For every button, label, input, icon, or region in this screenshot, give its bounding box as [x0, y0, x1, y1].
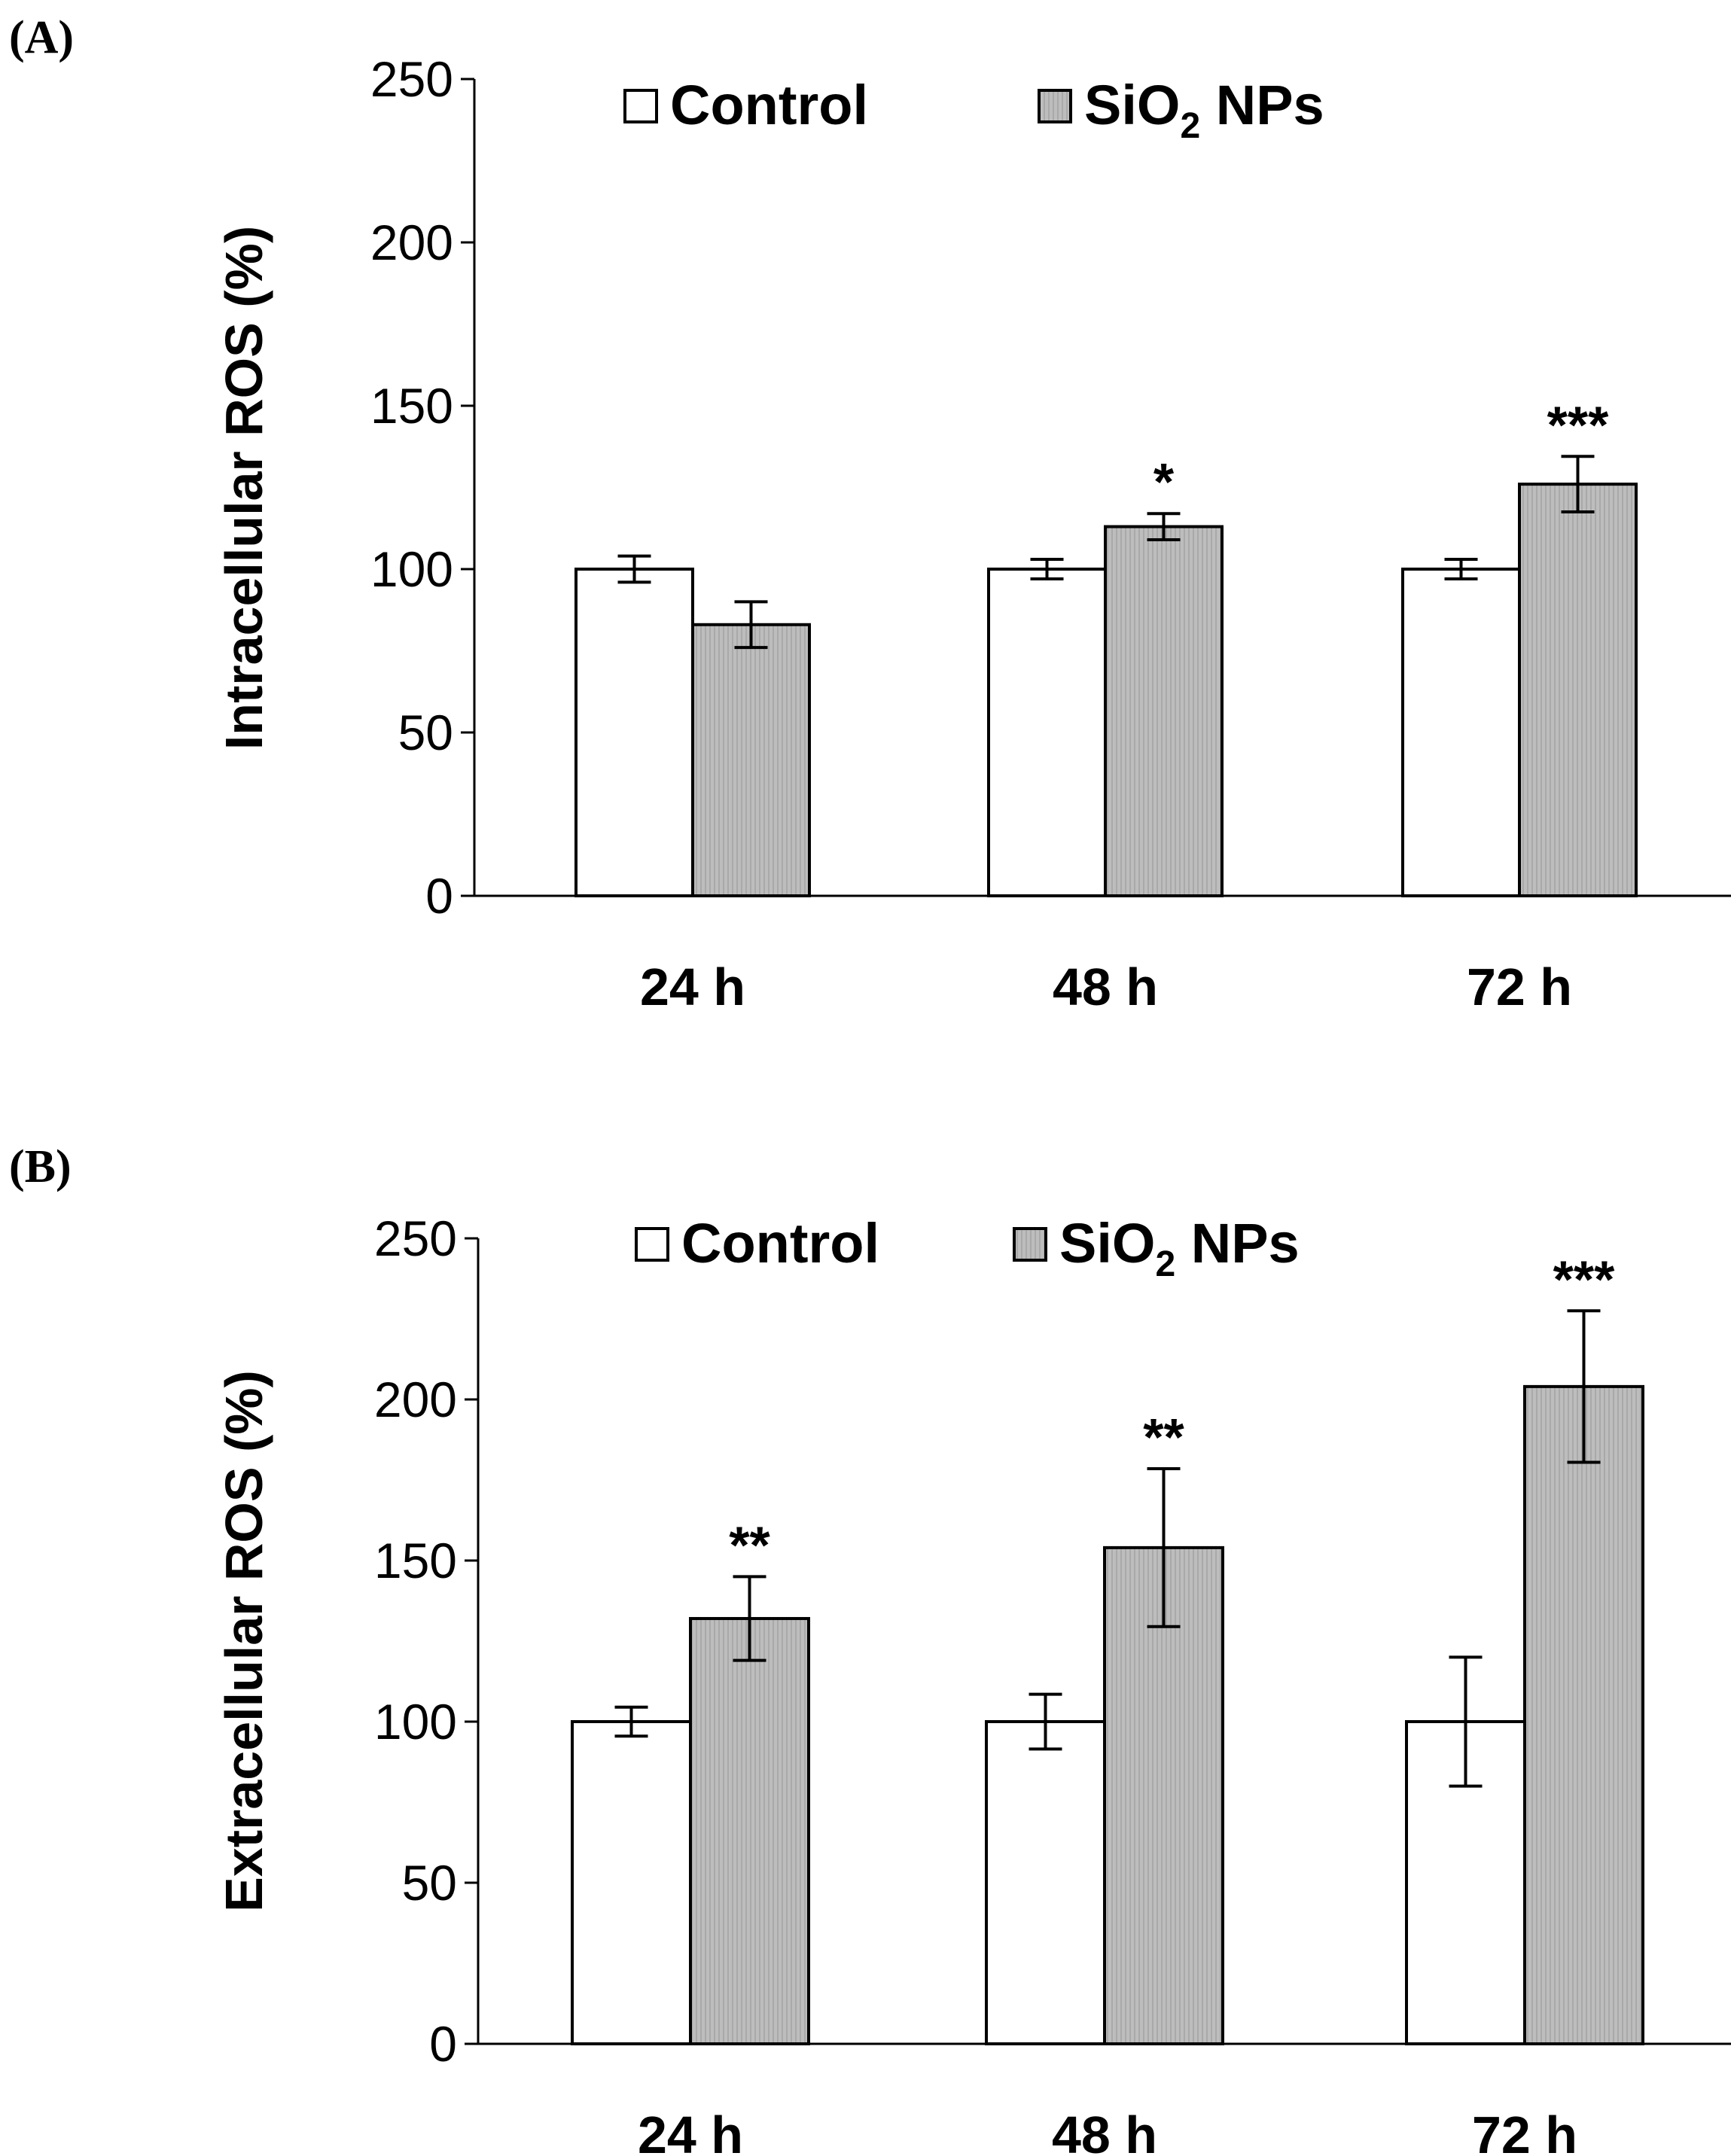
- y-tick-label: 50: [398, 705, 453, 760]
- y-tick-label: 100: [374, 1694, 457, 1749]
- legend-label-control: Control: [670, 74, 868, 136]
- legend-swatch-sio2-nps: [1038, 89, 1072, 123]
- y-tick-label: 250: [370, 51, 453, 107]
- y-tick-label: 150: [370, 378, 453, 434]
- significance-marker: **: [729, 1515, 770, 1574]
- significance-marker: ***: [1553, 1250, 1615, 1308]
- bar-sio2-nps: [1523, 1384, 1644, 2045]
- x-category-label: 72 h: [1467, 958, 1572, 1016]
- y-tick-label: 100: [370, 541, 453, 597]
- y-tick-label: 50: [402, 1855, 457, 1911]
- bar-control: [574, 568, 694, 897]
- bar-control: [985, 1720, 1106, 2045]
- y-tick-label: 250: [374, 1210, 457, 1266]
- bar-control: [987, 568, 1107, 897]
- x-category-label: 72 h: [1472, 2106, 1577, 2156]
- y-tick-label: 200: [374, 1372, 457, 1427]
- bar-sio2-nps: [689, 1617, 810, 2046]
- bar-control: [571, 1720, 692, 2045]
- y-tick-label: 0: [425, 868, 453, 924]
- legend-swatch-sio2-nps: [1013, 1227, 1047, 1262]
- y-tick-label: 0: [429, 2016, 457, 2072]
- significance-marker: ***: [1547, 395, 1609, 454]
- x-category-label: 48 h: [1053, 958, 1158, 1016]
- significance-marker: *: [1153, 452, 1175, 511]
- bar-control: [1401, 568, 1521, 897]
- panel-b-chart: (B) Extracellular ROS (%) 0 50 100 150 200 250 *…: [9, 1141, 1731, 2156]
- panel-label: (B): [9, 1141, 72, 1192]
- panel-label: (A): [9, 12, 74, 63]
- panel-a-chart: (A) Intracellular ROS (%) 0 50 100 150 200 250 2…: [9, 12, 1731, 1016]
- legend-swatch-control: [623, 89, 658, 123]
- x-category-label: 24 h: [638, 2106, 743, 2156]
- bar-sio2-nps: [1104, 525, 1224, 898]
- legend-label-sio2-nps: SiO2 NPs: [1084, 74, 1324, 146]
- bar-sio2-nps: [691, 623, 811, 898]
- x-category-label: 24 h: [640, 958, 745, 1016]
- y-tick-label: 200: [370, 215, 453, 270]
- y-axis-label: Extracellular ROS (%): [215, 1370, 273, 1912]
- legend-label-control: Control: [681, 1212, 879, 1274]
- legend-swatch-control: [635, 1227, 669, 1262]
- y-tick-label: 150: [374, 1533, 457, 1588]
- x-category-label: 48 h: [1052, 2106, 1157, 2156]
- y-axis-label: Intracellular ROS (%): [215, 226, 273, 750]
- significance-marker: **: [1143, 1408, 1184, 1466]
- bar-sio2-nps: [1518, 483, 1638, 897]
- legend-label-sio2-nps: SiO2 NPs: [1059, 1212, 1300, 1284]
